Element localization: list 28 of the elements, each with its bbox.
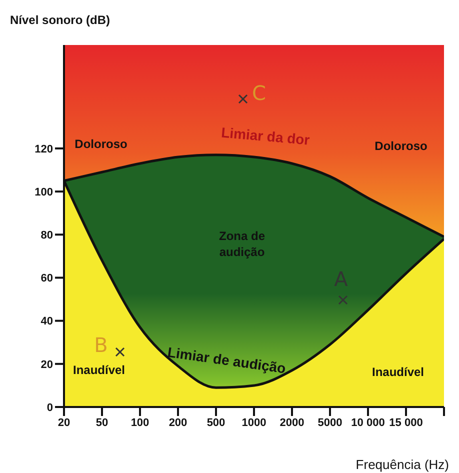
- annotation: Zona de audição: [218, 228, 266, 260]
- annotation: Inaudível: [370, 364, 425, 380]
- y-tick-label: 80: [40, 230, 53, 242]
- x-tick-label: 50: [96, 416, 108, 429]
- y-tick-label: 100: [34, 186, 53, 198]
- y-tick-label: 120: [34, 143, 53, 156]
- x-tick-label: 15 000: [389, 416, 423, 429]
- y-tick-label: 20: [40, 358, 53, 371]
- x-tick-label: 2000: [280, 416, 304, 429]
- x-tick-label: 20: [58, 416, 70, 429]
- series-label: Limiar da dor: [220, 124, 311, 148]
- text: Limiar de audição: [166, 344, 287, 376]
- y-axis-title: Nível sonoro (dB): [10, 13, 110, 27]
- y-tick-label: 0: [46, 402, 53, 414]
- x-tick-label: 5000: [318, 416, 342, 429]
- annotation: B: [94, 333, 108, 357]
- y-tick-label: 60: [40, 272, 53, 285]
- x-axis-title: Frequência (Hz): [356, 457, 449, 472]
- x-tick-label: 500: [206, 416, 226, 429]
- annotation: Inaudível: [72, 362, 126, 378]
- y-tick-label: 40: [40, 316, 53, 328]
- annotation: Doloroso: [374, 138, 428, 154]
- x-tick-label: 10 000: [351, 416, 385, 429]
- annotation: C: [252, 81, 266, 105]
- x-tick-label: 1000: [242, 416, 266, 429]
- x-tick-label: 100: [130, 416, 150, 429]
- x-tick-label: 200: [168, 416, 188, 429]
- annotation: Doloroso: [74, 136, 128, 152]
